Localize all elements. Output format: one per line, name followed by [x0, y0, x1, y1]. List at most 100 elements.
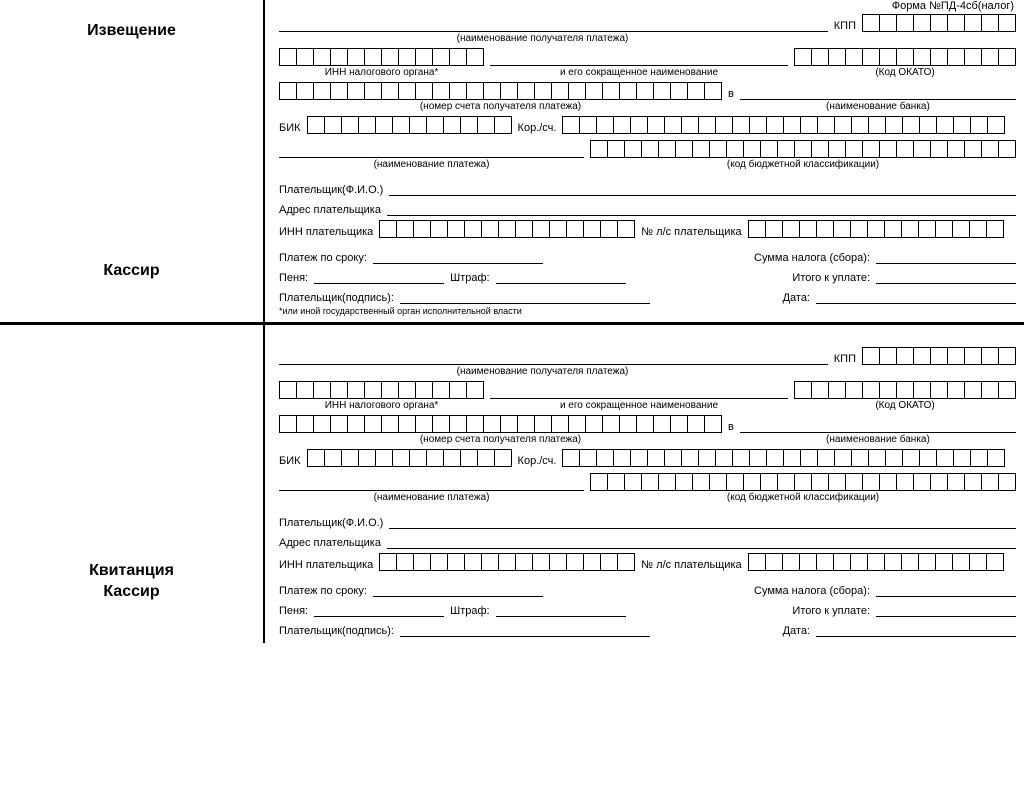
cashier-title: Кассир: [0, 261, 263, 282]
payer-inn-label-2: ИНН плательщика: [279, 559, 373, 571]
payment-name-line[interactable]: [279, 142, 584, 158]
form-id-label: Форма №ПД-4сб(налог): [892, 0, 1014, 12]
penya-line[interactable]: [314, 268, 444, 284]
date-label-2: Дата:: [783, 625, 810, 637]
total-label-2: Итого к уплате:: [792, 605, 870, 617]
kbk-cells[interactable]: [590, 140, 1016, 158]
bank-name-line-2[interactable]: [740, 417, 1016, 433]
fine-line[interactable]: [496, 268, 626, 284]
kbk-caption-2: (код бюджетной классификации): [590, 492, 1016, 503]
notice-left-column: Извещение Кассир: [0, 0, 265, 322]
in-bank-label-2: в: [728, 421, 734, 445]
payer-ls-cells[interactable]: [748, 220, 1004, 238]
payer-fio-label-2: Плательщик(Ф.И.О.): [279, 517, 383, 529]
short-name-line[interactable]: [490, 50, 788, 66]
bik-cells[interactable]: [307, 116, 512, 134]
payment-name-line-2[interactable]: [279, 475, 584, 491]
fine-label-2: Штраф:: [450, 605, 489, 617]
inn-tax-cells[interactable]: [279, 48, 484, 66]
receipt-title-b: Кассир: [0, 582, 263, 603]
payer-inn-cells[interactable]: [379, 220, 635, 238]
in-bank-label: в: [728, 88, 734, 112]
sign-label: Плательщик(подпись):: [279, 292, 394, 304]
inn-tax-cells-2[interactable]: [279, 381, 484, 399]
sign-line[interactable]: [400, 288, 650, 304]
payer-addr-line[interactable]: [387, 200, 1016, 216]
short-name-caption: и его сокращенное наименование: [490, 67, 788, 78]
kor-label-2: Кор./сч.: [518, 455, 557, 467]
date-line-2[interactable]: [816, 621, 1016, 637]
account-caption: (номер счета получателя платежа): [279, 101, 722, 112]
kpp-cells[interactable]: [862, 14, 1016, 32]
bank-name-caption-2: (наименование банка): [740, 434, 1016, 445]
due-label-2: Платеж по сроку:: [279, 585, 367, 597]
tax-sum-line[interactable]: [876, 248, 1016, 264]
payer-addr-label: Адрес плательщика: [279, 204, 381, 216]
receipt-half: Квитанция Кассир КПП (наименование получ…: [0, 325, 1024, 643]
fine-line-2[interactable]: [496, 601, 626, 617]
payer-inn-label: ИНН плательщика: [279, 226, 373, 238]
payer-addr-label-2: Адрес плательщика: [279, 537, 381, 549]
total-line[interactable]: [876, 268, 1016, 284]
total-line-2[interactable]: [876, 601, 1016, 617]
payer-addr-line-2[interactable]: [387, 533, 1016, 549]
payer-inn-cells-2[interactable]: [379, 553, 635, 571]
penya-label: Пеня:: [279, 272, 308, 284]
sign-line-2[interactable]: [400, 621, 650, 637]
due-label: Платеж по сроку:: [279, 252, 367, 264]
payer-fio-line-2[interactable]: [389, 513, 1016, 529]
fine-label: Штраф:: [450, 272, 489, 284]
recipient-name-caption: (наименование получателя платежа): [69, 33, 1016, 44]
short-name-caption-2: и его сокращенное наименование: [490, 400, 788, 411]
payer-ls-label-2: № л/с плательщика: [641, 559, 741, 571]
kpp-label: КПП: [834, 20, 856, 32]
kbk-cells-2[interactable]: [590, 473, 1016, 491]
kor-label: Кор./сч.: [518, 122, 557, 134]
payment-name-caption: (наименование платежа): [279, 159, 584, 170]
receipt-title-a: Квитанция: [0, 561, 263, 582]
bik-label-2: БИК: [279, 455, 301, 467]
notice-half: Извещение Кассир Форма №ПД-4сб(налог) КП…: [0, 0, 1024, 325]
tax-sum-label-2: Сумма налога (сбора):: [754, 585, 870, 597]
tax-sum-label: Сумма налога (сбора):: [754, 252, 870, 264]
receipt-title: Квитанция Кассир: [0, 561, 263, 603]
payer-fio-line[interactable]: [389, 180, 1016, 196]
payer-fio-label: Плательщик(Ф.И.О.): [279, 184, 383, 196]
account-cells-2[interactable]: [279, 415, 722, 433]
okato-cells[interactable]: [794, 48, 1016, 66]
okato-cells-2[interactable]: [794, 381, 1016, 399]
date-line[interactable]: [816, 288, 1016, 304]
payer-ls-cells-2[interactable]: [748, 553, 1004, 571]
recipient-name-line-2[interactable]: [279, 349, 828, 365]
bank-name-line[interactable]: [740, 84, 1016, 100]
recipient-name-line[interactable]: [279, 16, 828, 32]
due-line-2[interactable]: [373, 581, 543, 597]
okato-caption: (Код ОКАТО): [794, 67, 1016, 78]
bik-label: БИК: [279, 122, 301, 134]
recipient-name-caption-2: (наименование получателя платежа): [69, 366, 1016, 377]
bank-name-caption: (наименование банка): [740, 101, 1016, 112]
okato-caption-2: (Код ОКАТО): [794, 400, 1016, 411]
kpp-label-2: КПП: [834, 353, 856, 365]
receipt-right-column: КПП (наименование получателя платежа) ИН…: [265, 325, 1024, 643]
kor-cells-2[interactable]: [562, 449, 1005, 467]
total-label: Итого к уплате:: [792, 272, 870, 284]
penya-line-2[interactable]: [314, 601, 444, 617]
account-cells[interactable]: [279, 82, 722, 100]
kor-cells[interactable]: [562, 116, 1005, 134]
bik-cells-2[interactable]: [307, 449, 512, 467]
sign-label-2: Плательщик(подпись):: [279, 625, 394, 637]
tax-sum-line-2[interactable]: [876, 581, 1016, 597]
payer-ls-label: № л/с плательщика: [641, 226, 741, 238]
inn-tax-caption-2: ИНН налогового органа*: [279, 400, 484, 411]
kpp-cells-2[interactable]: [862, 347, 1016, 365]
penya-label-2: Пеня:: [279, 605, 308, 617]
inn-tax-caption: ИНН налогового органа*: [279, 67, 484, 78]
short-name-line-2[interactable]: [490, 383, 788, 399]
footnote: *или иной государственный орган исполнит…: [279, 306, 1016, 316]
account-caption-2: (номер счета получателя платежа): [279, 434, 722, 445]
due-line[interactable]: [373, 248, 543, 264]
notice-right-column: Форма №ПД-4сб(налог) КПП (наименование п…: [265, 0, 1024, 322]
tax-form-pd4: Извещение Кассир Форма №ПД-4сб(налог) КП…: [0, 0, 1024, 643]
kbk-caption: (код бюджетной классификации): [590, 159, 1016, 170]
